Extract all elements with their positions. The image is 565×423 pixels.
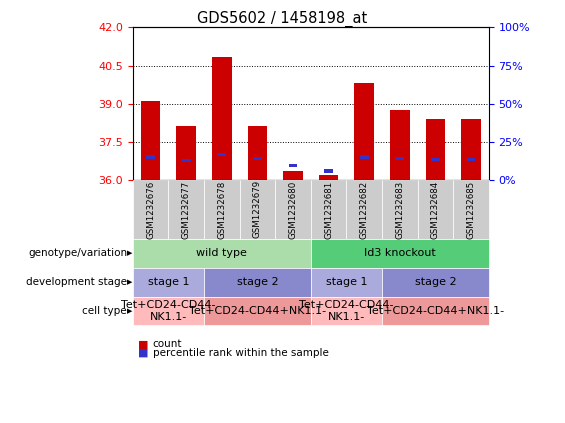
Text: GSM1232676: GSM1232676 [146,180,155,239]
Text: Tet+CD24-CD44-
NK1.1-: Tet+CD24-CD44- NK1.1- [121,300,216,322]
Text: ▶: ▶ [127,279,133,285]
Bar [283,171,303,180]
Text: GSM1232680: GSM1232680 [289,180,297,239]
Bar [431,158,440,161]
Text: stage 1: stage 1 [147,277,189,287]
Text: development stage: development stage [26,277,127,287]
Text: GSM1232679: GSM1232679 [253,180,262,239]
Text: cell type: cell type [82,306,127,316]
Bar [396,157,404,160]
Text: GDS5602 / 1458198_at: GDS5602 / 1458198_at [197,11,368,27]
Text: GSM1232678: GSM1232678 [218,180,226,239]
Bar [141,101,160,180]
Text: ■: ■ [138,339,149,349]
Text: GSM1232682: GSM1232682 [360,180,368,239]
Text: Tet+CD24-CD44+NK1.1-: Tet+CD24-CD44+NK1.1- [367,306,504,316]
Text: GSM1232681: GSM1232681 [324,180,333,239]
Text: GSM1232684: GSM1232684 [431,180,440,239]
Bar [390,110,410,180]
Bar [146,155,155,159]
Text: Tet+CD24-CD44+NK1.1-: Tet+CD24-CD44+NK1.1- [189,306,326,316]
Bar [354,83,374,180]
Text: GSM1232683: GSM1232683 [396,180,404,239]
Bar [218,153,226,156]
Text: Id3 knockout: Id3 knockout [364,248,436,258]
Bar [247,126,267,180]
Text: genotype/variation: genotype/variation [28,248,127,258]
Bar [182,159,190,162]
Bar [467,158,475,161]
Text: Tet+CD24-CD44-
NK1.1-: Tet+CD24-CD44- NK1.1- [299,300,394,322]
Bar [253,157,262,160]
Text: ▶: ▶ [127,250,133,256]
Bar [324,169,333,173]
Text: ▶: ▶ [127,308,133,314]
Bar [360,155,368,159]
Bar [212,57,232,180]
Text: stage 2: stage 2 [237,277,278,287]
Text: stage 2: stage 2 [415,277,456,287]
Text: count: count [153,339,182,349]
Text: GSM1232677: GSM1232677 [182,180,190,239]
Bar [425,119,445,180]
Text: stage 1: stage 1 [325,277,367,287]
Bar [319,175,338,180]
Text: ■: ■ [138,348,149,358]
Text: wild type: wild type [196,248,247,258]
Bar [176,126,196,180]
Text: percentile rank within the sample: percentile rank within the sample [153,348,328,358]
Bar [289,164,297,168]
Bar [461,119,481,180]
Text: GSM1232685: GSM1232685 [467,180,475,239]
